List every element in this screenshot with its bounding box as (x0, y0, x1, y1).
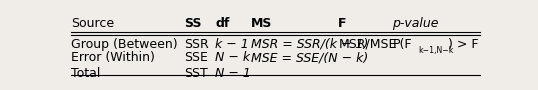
Text: N − 1: N − 1 (215, 67, 251, 80)
Text: Source: Source (72, 17, 115, 30)
Text: SS: SS (184, 17, 202, 30)
Text: p-value: p-value (392, 17, 439, 30)
Text: Group (Between): Group (Between) (72, 38, 178, 51)
Text: Error (Within): Error (Within) (72, 51, 155, 64)
Text: MSR/MSE: MSR/MSE (338, 38, 397, 51)
Text: k−1,N−k: k−1,N−k (419, 46, 454, 55)
Text: ) > F: ) > F (448, 38, 478, 51)
Text: SSR: SSR (184, 38, 209, 51)
Text: MSR = SSR/(k − 1): MSR = SSR/(k − 1) (251, 38, 368, 51)
Text: Total: Total (72, 67, 101, 80)
Text: MS: MS (251, 17, 272, 30)
Text: MSE = SSE/(N − k): MSE = SSE/(N − k) (251, 51, 368, 64)
Text: df: df (215, 17, 230, 30)
Text: F: F (338, 17, 347, 30)
Text: P(F: P(F (392, 38, 412, 51)
Text: SST: SST (184, 67, 208, 80)
Text: SSE: SSE (184, 51, 208, 64)
Text: k − 1: k − 1 (215, 38, 249, 51)
Text: N − k: N − k (215, 51, 250, 64)
